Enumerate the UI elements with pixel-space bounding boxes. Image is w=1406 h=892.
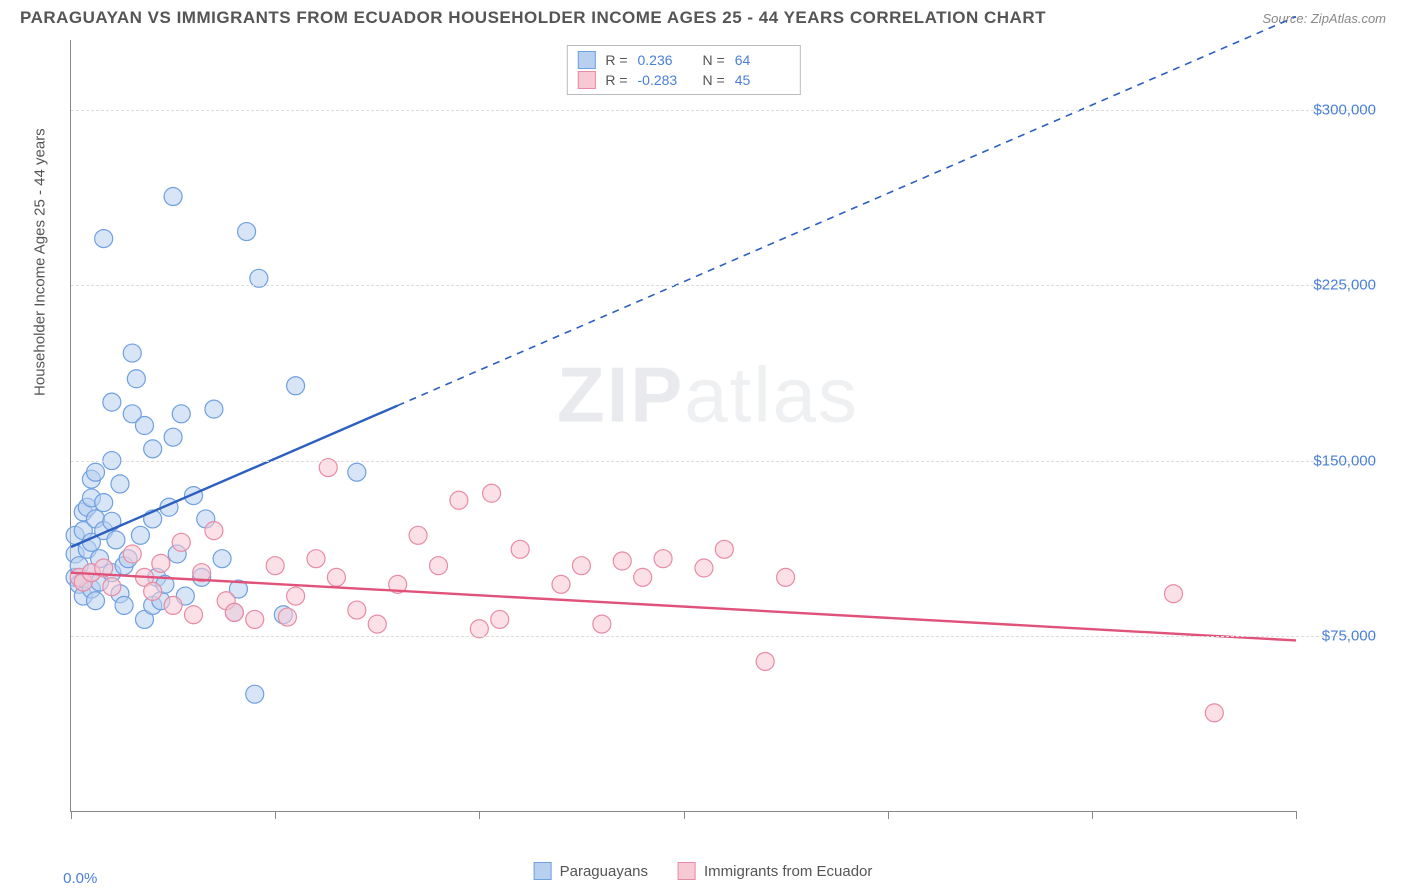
y-tick-label: $300,000: [1301, 102, 1376, 119]
legend-swatch-0: [577, 51, 595, 69]
legend-swatch-icon: [534, 862, 552, 880]
legend-label-1: Immigrants from Ecuador: [704, 863, 872, 880]
plot-area: ZIPatlas R = 0.236 N = 64 R = -0.283 N =…: [70, 40, 1296, 812]
correlation-legend: R = 0.236 N = 64 R = -0.283 N = 45: [566, 45, 800, 95]
r-value-0: 0.236: [638, 52, 693, 68]
legend-item-0: Paraguayans: [534, 862, 648, 880]
chart-container: Householder Income Ages 25 - 44 years ZI…: [50, 40, 1386, 842]
n-value-1: 45: [735, 72, 790, 88]
y-tick-label: $75,000: [1301, 627, 1376, 644]
n-label: N =: [703, 52, 725, 68]
legend-row-series-1: R = -0.283 N = 45: [577, 70, 789, 90]
n-value-0: 64: [735, 52, 790, 68]
scatter-plot-svg: [71, 40, 1296, 811]
legend-swatch-1: [577, 71, 595, 89]
legend-label-0: Paraguayans: [560, 863, 648, 880]
x-axis-min-label: 0.0%: [63, 870, 97, 887]
r-value-1: -0.283: [638, 72, 693, 88]
y-tick-label: $225,000: [1301, 277, 1376, 294]
chart-title: PARAGUAYAN VS IMMIGRANTS FROM ECUADOR HO…: [20, 8, 1046, 28]
legend-item-1: Immigrants from Ecuador: [678, 862, 872, 880]
legend-row-series-0: R = 0.236 N = 64: [577, 50, 789, 70]
bottom-legend: Paraguayans Immigrants from Ecuador: [534, 862, 873, 880]
r-label: R =: [605, 52, 627, 68]
y-axis-label: Householder Income Ages 25 - 44 years: [32, 128, 49, 396]
y-tick-label: $150,000: [1301, 452, 1376, 469]
n-label: N =: [703, 72, 725, 88]
legend-swatch-icon: [678, 862, 696, 880]
r-label: R =: [605, 72, 627, 88]
